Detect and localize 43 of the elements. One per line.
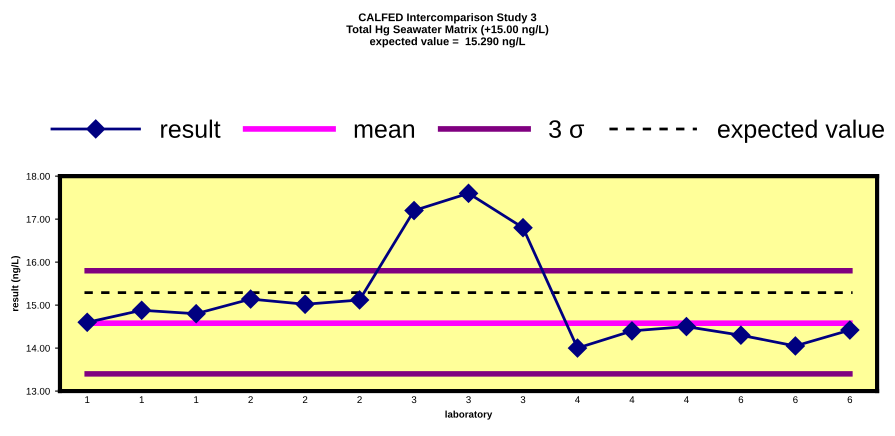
- x-tick-label: 4: [575, 396, 580, 403]
- point: [404, 201, 424, 220]
- point: [132, 300, 152, 320]
- x-tick-label: 2: [302, 396, 308, 403]
- x-tick-label: 1: [85, 396, 90, 403]
- y-tick-label: 18.00: [26, 172, 50, 180]
- y-tick-label: 14.00: [26, 344, 50, 352]
- legend-label: 3 σ: [549, 120, 584, 138]
- y-axis-title: result (ng/L): [11, 256, 20, 312]
- x-axis-title: laboratory: [445, 410, 492, 420]
- point: [731, 326, 750, 345]
- point: [676, 317, 696, 336]
- point: [840, 320, 860, 340]
- y-tick-label: 17.00: [26, 216, 50, 223]
- x-tick-label: 1: [194, 396, 198, 403]
- x-tick-label: 2: [248, 396, 253, 403]
- legend-label: mean: [354, 124, 414, 138]
- x-tick-label: 3: [466, 396, 471, 404]
- x-tick-label: 4: [629, 396, 634, 403]
- point: [622, 321, 642, 340]
- y-tick-label: 16.00: [26, 258, 50, 266]
- point: [78, 312, 97, 332]
- point: [186, 304, 206, 324]
- x-tick-label: 1: [140, 396, 144, 403]
- chart-title: CALFED Intercomparison Study 3 Total Hg Seawater Matrix (+15.00 ng/L) expected value = 15.290 ng/L: [346, 13, 548, 48]
- x-tick-label: 6: [793, 396, 798, 404]
- point: [459, 184, 478, 203]
- y-tick-label: 13.00: [26, 388, 50, 395]
- point: [786, 336, 805, 356]
- x-tick-label: 4: [684, 396, 689, 403]
- point: [241, 290, 260, 309]
- point: [568, 338, 588, 358]
- point: [350, 290, 370, 310]
- x-tick-label: 6: [848, 396, 852, 404]
- point: [513, 218, 533, 238]
- y-tick-label: 15.00: [26, 302, 50, 309]
- legend-label: result: [161, 120, 220, 138]
- point: [296, 294, 315, 314]
- x-tick-label: 3: [520, 396, 526, 404]
- x-tick-label: 2: [357, 396, 362, 403]
- x-tick-label: 3: [412, 396, 416, 404]
- x-tick-label: 6: [738, 396, 744, 404]
- legend-label: expected value: [718, 120, 884, 143]
